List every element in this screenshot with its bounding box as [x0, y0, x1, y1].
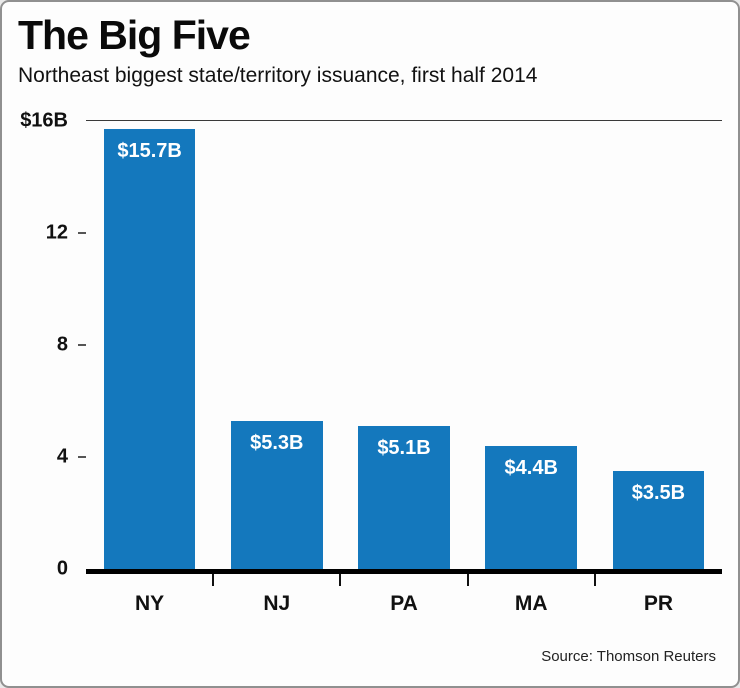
chart-subtitle: Northeast biggest state/territory issuan…: [18, 64, 538, 88]
bar-value-label: $3.5B: [631, 482, 686, 505]
source-text: Source: Thomson Reuters: [541, 648, 716, 666]
x-axis-tick: [466, 574, 469, 587]
y-tick-label: 8: [56, 333, 68, 356]
chart-header: The Big Five Northeast biggest state/ter…: [2, 2, 738, 88]
bar-NJ: $5.3B: [231, 420, 323, 570]
x-tick-label-PR: PR: [643, 592, 673, 616]
y-tick-label: 0: [56, 557, 68, 580]
x-axis-tick: [593, 574, 596, 587]
x-axis-tick: [212, 574, 215, 587]
bar-PA: $5.1B: [358, 426, 450, 570]
y-axis: $16B 12 8 4 0: [12, 110, 76, 580]
y-tick-mark: [78, 456, 86, 459]
bar-value-label: $15.7B: [117, 140, 182, 163]
y-tick-label: 12: [45, 221, 68, 244]
bar-value-label: $5.3B: [250, 431, 304, 454]
y-tick-label: 4: [56, 445, 68, 468]
x-axis-labels: NY NJ PA MA PR: [86, 574, 722, 616]
chart-footer: Source: Thomson Reuters: [2, 648, 716, 666]
bar-MA: $4.4B: [485, 445, 577, 570]
y-tick-mark: [78, 232, 86, 235]
bar-cell: $3.5B: [595, 121, 722, 570]
x-tick-label-PA: PA: [390, 592, 418, 616]
x-tick-label-MA: MA: [514, 592, 548, 616]
bar-cell: $5.3B: [213, 121, 340, 570]
bar-cell: $4.4B: [468, 121, 595, 570]
y-tick-label: $16B: [20, 109, 68, 132]
chart-plot-region: $16B 12 8 4 0 $15.7B $5.3B $5.1B $4.4B $3.5B: [20, 110, 722, 587]
x-tick-label-NY: NY: [135, 592, 165, 616]
bar-cell: $15.7B: [86, 121, 213, 570]
bar-value-label: $5.1B: [377, 437, 431, 460]
y-tick-mark: [78, 344, 86, 347]
chart-title: The Big Five: [18, 12, 251, 58]
bar-value-label: $4.4B: [504, 456, 558, 479]
plot-area: $15.7B $5.3B $5.1B $4.4B $3.5B: [86, 121, 722, 570]
bar-PR: $3.5B: [612, 471, 705, 570]
x-axis-tick: [339, 574, 342, 587]
bar-cell: $5.1B: [340, 121, 467, 570]
bar-NY: $15.7B: [103, 129, 196, 570]
x-tick-label-NJ: NJ: [263, 592, 291, 616]
